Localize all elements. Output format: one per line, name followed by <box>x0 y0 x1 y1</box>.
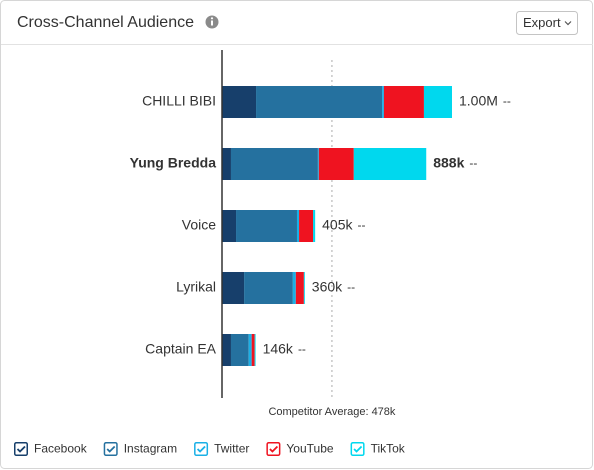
reference-label: Competitor Average: 478k <box>268 406 395 418</box>
bar-segment <box>313 210 316 242</box>
export-label: Export <box>523 15 561 30</box>
total-label: 405k <box>322 217 353 233</box>
bar-segment <box>256 86 383 118</box>
info-stem <box>211 20 213 26</box>
category-label: CHILLI BIBI <box>142 93 216 109</box>
bar-segment <box>222 210 237 242</box>
bar-segment <box>222 272 245 304</box>
legend-checkbox[interactable] <box>14 442 28 456</box>
legend-item[interactable]: Instagram <box>103 442 177 456</box>
total-label: 1.00M <box>459 93 498 109</box>
bar-segment <box>292 272 296 304</box>
bar-segment <box>222 86 257 118</box>
trend-label: -- <box>469 156 477 170</box>
bar-segment <box>303 272 305 304</box>
info-icon[interactable] <box>205 15 219 29</box>
trend-label: -- <box>358 218 366 232</box>
bar-segment <box>222 148 231 180</box>
bar-segment <box>248 334 252 366</box>
trend-label: -- <box>347 280 355 294</box>
legend-label: TikTok <box>371 442 406 456</box>
legend-checkbox[interactable] <box>103 442 118 456</box>
bar-segment <box>230 334 249 366</box>
category-label: Yung Bredda <box>130 155 217 171</box>
total-label: 146k <box>263 341 294 357</box>
legend-label: Facebook <box>34 442 88 456</box>
bar-segment <box>383 86 424 118</box>
category-label: Lyrikal <box>176 279 216 295</box>
export-box <box>516 11 578 35</box>
legend-check <box>196 445 206 453</box>
bar-segment <box>318 148 354 180</box>
bar-segment <box>296 210 300 242</box>
total-label: 360k <box>312 279 343 295</box>
legend-checkbox[interactable] <box>194 442 209 456</box>
bar-segment <box>236 210 297 242</box>
legend-item[interactable]: Facebook <box>14 442 88 456</box>
legend-check <box>269 445 279 453</box>
export-button[interactable]: Export <box>516 11 578 35</box>
bar-segment <box>317 148 319 180</box>
trend-label: -- <box>298 342 306 356</box>
legend-checkbox[interactable] <box>266 442 281 456</box>
chart-title: Cross-Channel Audience <box>17 14 194 31</box>
bar-segment <box>244 272 293 304</box>
legend-check <box>106 445 116 453</box>
legend-label: Twitter <box>214 442 249 456</box>
bar-segment <box>230 148 318 180</box>
trend-label: -- <box>503 94 511 108</box>
total-label: 888k <box>433 155 464 171</box>
bar-segment <box>299 210 314 242</box>
legend-check <box>353 445 363 453</box>
bar-segment <box>251 334 255 366</box>
legend-label: YouTube <box>286 442 333 456</box>
legend-check <box>16 445 26 453</box>
info-dot <box>210 17 214 20</box>
bar-segment <box>353 148 427 180</box>
legend-checkbox[interactable] <box>350 442 365 456</box>
bar-segment <box>254 334 256 366</box>
legend-label: Instagram <box>124 442 177 456</box>
legend-item[interactable]: YouTube <box>266 442 334 456</box>
legend-item[interactable]: Twitter <box>194 442 250 456</box>
bar-segment <box>222 334 231 366</box>
bar-segment <box>423 86 452 118</box>
category-label: Voice <box>182 217 216 233</box>
bar-segment <box>295 272 304 304</box>
bar-segment <box>382 86 384 118</box>
legend-item[interactable]: TikTok <box>350 442 406 456</box>
export-chevron <box>564 21 572 26</box>
category-label: Captain EA <box>145 341 216 357</box>
